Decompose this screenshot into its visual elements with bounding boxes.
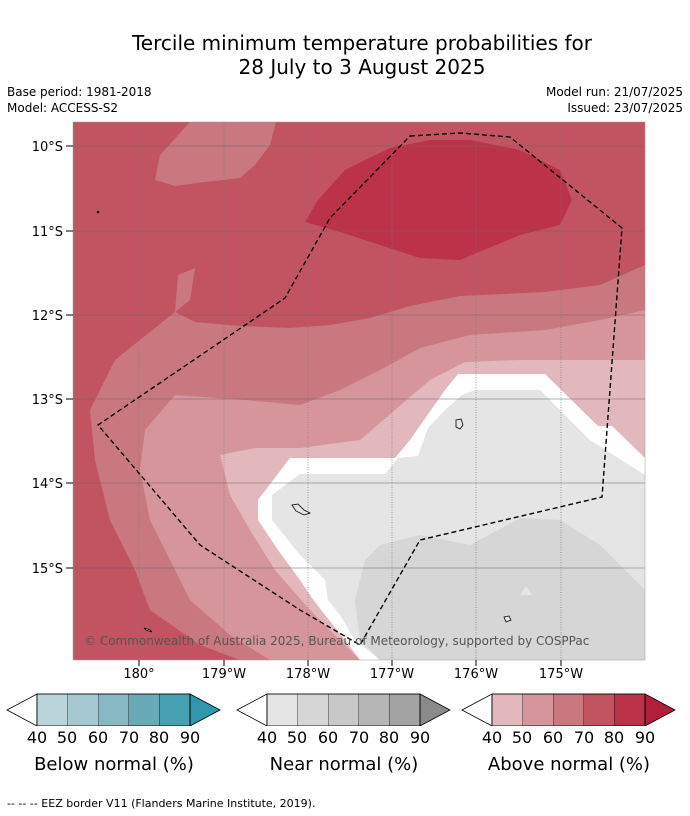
colorbar-cell [389,693,421,726]
lon-label: 180° [123,667,154,682]
tick-label: 40 [26,728,48,747]
tick-label: 40 [256,728,278,747]
lon-axis-labels: 180° 179°W 178°W 177°W 176°W 175°W [123,660,583,682]
tick-label: 70 [118,728,140,747]
colorbar-cell [583,693,615,726]
lat-label: 10°S [32,140,63,155]
map-copyright: © Commonwealth of Australia 2025, Bureau… [84,634,589,648]
tick-label: 90 [634,728,656,747]
lon-label: 176°W [454,667,498,682]
colorbar-over-triangle [189,693,221,726]
lat-label: 11°S [32,225,63,240]
meta-right: Model run: 21/07/2025 Issued: 23/07/2025 [546,84,683,116]
colorbar-cell [128,693,160,726]
tick-label: 70 [573,728,595,747]
island-moala [291,503,312,516]
tick-label: 60 [317,728,339,747]
colorbar-frame [491,693,646,726]
legend-label: Near normal (%) [269,754,419,775]
footnote: -- -- -- EEZ border V11 (Flanders Marine… [7,797,316,810]
colorbar-over-triangle [419,693,451,726]
lat-label: 14°S [32,477,63,492]
tick-label: 80 [148,728,170,747]
lon-label: 179°W [202,667,246,682]
colorbar-above-normal [461,693,676,726]
tick-label: 80 [378,728,400,747]
colorbar-cell [553,693,584,726]
island-ono [503,615,512,623]
colorbar-near-normal [236,693,451,726]
tick-label: 70 [348,728,370,747]
colorbar-over-triangle [644,693,676,726]
colorbar-cell [522,693,554,726]
colorbar-frame [36,693,191,726]
title-line-1: Tercile minimum temperature probabilitie… [131,31,593,55]
shade-near-50 [355,518,645,660]
lat-label: 12°S [32,309,63,324]
colorbar-ticks: 40 50 60 70 80 90 [6,726,236,747]
legend-near-normal: 40 50 60 70 80 90 Near normal (%) [236,692,466,775]
title-line-2: 28 July to 3 August 2025 [238,55,486,79]
model-run: Model run: 21/07/2025 [545,85,683,99]
colorbar-cell [297,693,329,726]
lat-axis-labels: 10°S 11°S 12°S 13°S 14°S 15°S [32,140,73,577]
tick-label: 90 [409,728,431,747]
tick-label: 50 [511,728,533,747]
tick-label: 40 [481,728,503,747]
shade-above-60-north [155,122,276,186]
eez-border [96,132,623,646]
colorbar-under-triangle [6,693,38,726]
lon-label: 177°W [370,667,414,682]
lon-label: 178°W [286,667,330,682]
islands [143,418,512,633]
map-frame [72,121,646,661]
colorbar-below-normal [6,693,221,726]
colorbar-cell [67,693,99,726]
colorbar-frame [266,693,421,726]
lat-label: 13°S [32,393,63,408]
colorbar-under-triangle [461,693,493,726]
lat-gridlines [73,145,645,569]
tick-label: 60 [542,728,564,747]
colorbar-cell [36,693,68,726]
colorbar-cell [614,693,646,726]
colorbar-cell [491,693,523,726]
lat-label: 15°S [32,562,63,577]
colorbar-cell [328,693,359,726]
model-name: Model: ACCESS-S2 [7,101,119,115]
colorbar-cell [358,693,390,726]
tick-label: 90 [179,728,201,747]
colorbar-cell [98,693,129,726]
island-lakeba [455,418,464,430]
legend-label: Above normal (%) [487,754,651,775]
legend-below-normal: 40 50 60 70 80 90 Below normal (%) [6,692,236,775]
shade-above-80 [305,140,572,260]
shade-near-50-patch [520,586,532,595]
colorbar-cell [159,693,191,726]
tick-label: 50 [56,728,78,747]
colorbar-ticks: 40 50 60 70 80 90 [236,726,466,747]
chart-title: Tercile minimum temperature probabilitie… [0,31,690,79]
colorbar-under-triangle [236,693,268,726]
island-small-west [143,627,153,633]
issued-date: Issued: 23/07/2025 [567,101,683,115]
lon-label: 175°W [539,667,583,682]
tick-label: 60 [87,728,109,747]
map: © Commonwealth of Australia 2025, Bureau… [32,121,646,682]
colorbar-cell [266,693,298,726]
tick-label: 50 [286,728,308,747]
island-dot [96,210,100,214]
legend-above-normal: 40 50 60 70 80 90 Above normal (%) [461,692,690,775]
meta-left: Base period: 1981-2018 Model: ACCESS-S2 [7,84,152,116]
graticule [138,122,562,660]
legend-label: Below normal (%) [34,754,194,775]
colorbar-ticks: 40 50 60 70 80 90 [461,726,690,747]
tick-label: 80 [603,728,625,747]
base-period: Base period: 1981-2018 [7,85,152,99]
